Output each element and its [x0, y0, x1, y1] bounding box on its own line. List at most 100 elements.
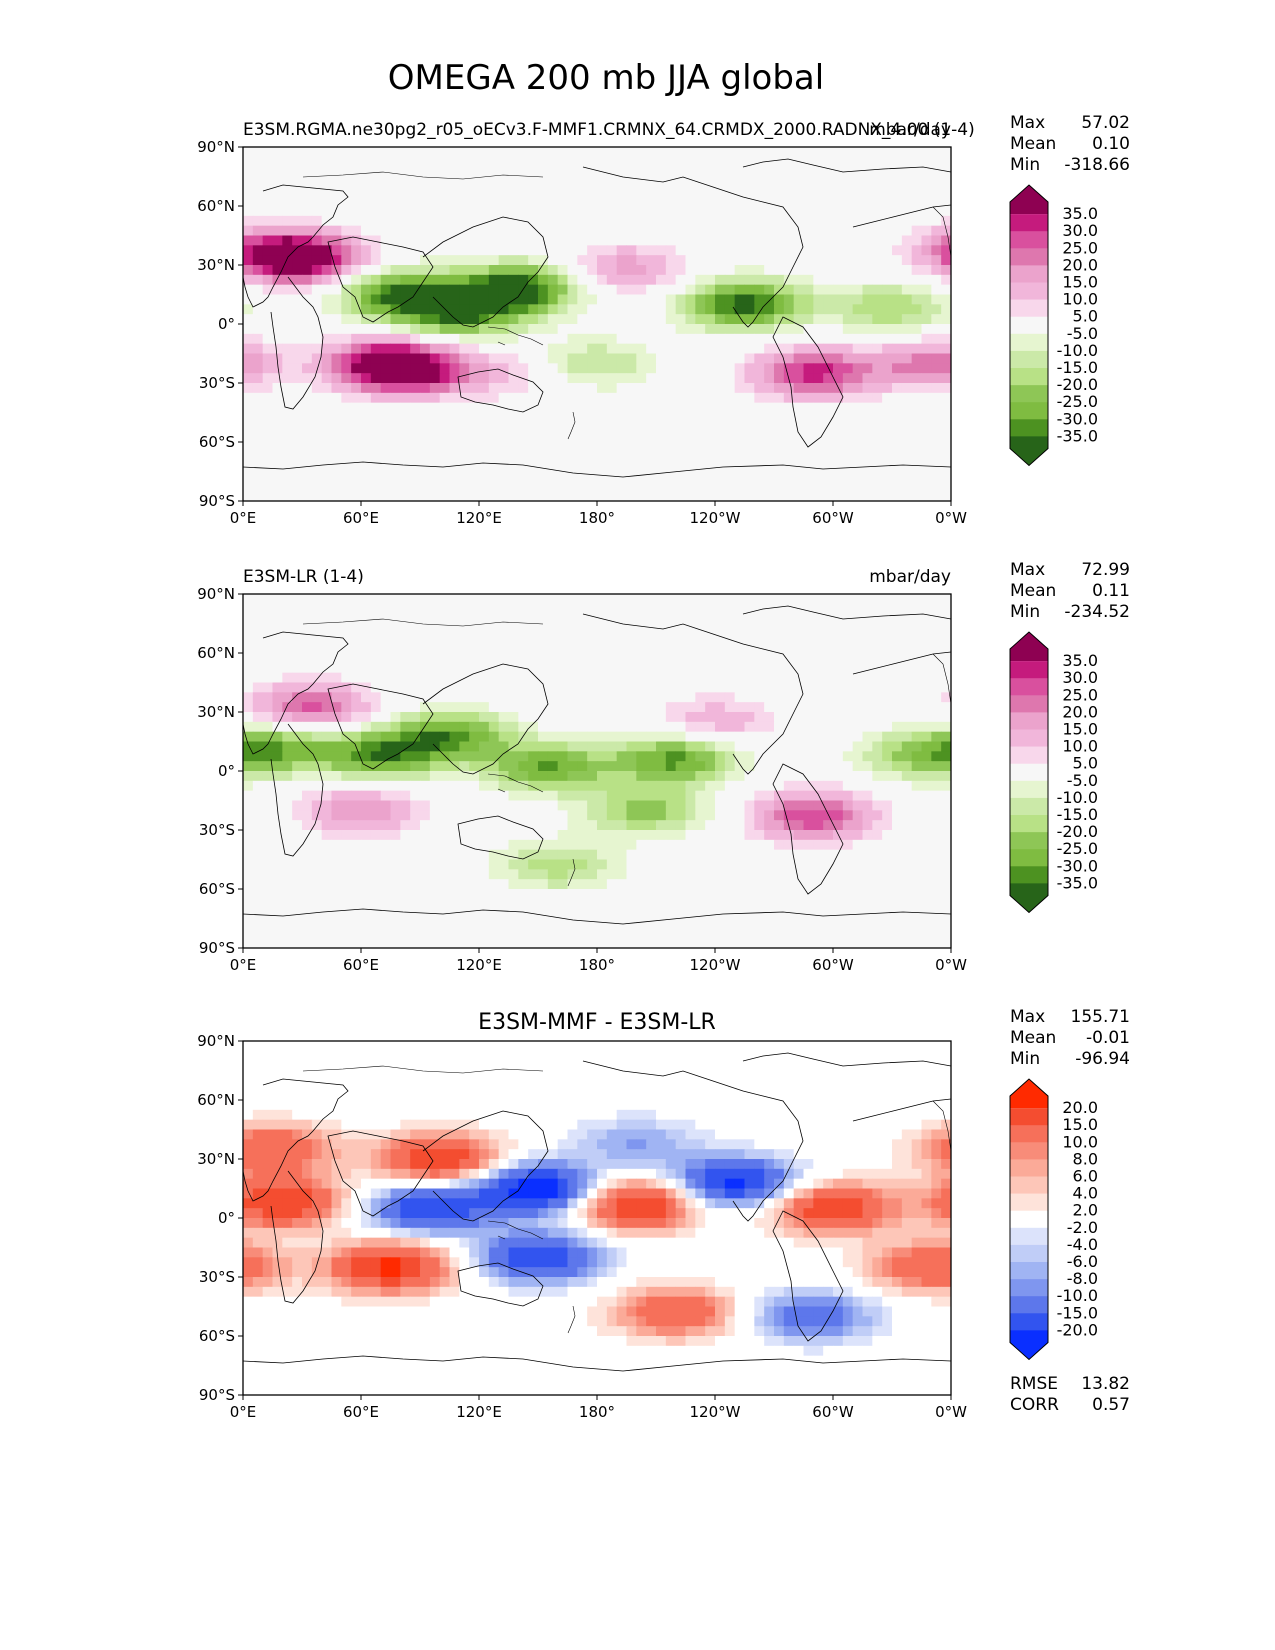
heat-cell [488, 859, 500, 870]
heat-cell [400, 353, 411, 364]
heat-cell [862, 225, 873, 236]
heat-cell [783, 451, 795, 463]
heat-cell [882, 245, 893, 256]
heat-cell [695, 284, 706, 295]
heat-cell [459, 255, 470, 266]
heat-cell [488, 353, 500, 364]
heat-cell [626, 274, 637, 286]
heat-cell [842, 672, 854, 683]
heat-cell [724, 869, 736, 880]
heat-cell [321, 442, 332, 453]
heat-cell [420, 898, 431, 910]
y-tick-label: 60°S [199, 433, 235, 451]
heat-cell [764, 215, 775, 227]
heat-cell [587, 741, 598, 752]
heat-cell [469, 422, 480, 433]
heat-cell [282, 820, 293, 831]
heat-cell [882, 451, 893, 463]
heat-cell [715, 682, 726, 693]
heat-cell [469, 314, 480, 325]
heat-cell [842, 603, 854, 615]
heat-cell [774, 225, 785, 236]
heat-cell [852, 206, 863, 217]
heat-cell [518, 343, 529, 354]
heat-cell [272, 682, 283, 693]
heat-cell [528, 451, 539, 463]
heat-cell [557, 186, 568, 197]
heat-cell [439, 147, 450, 158]
heat-cell [321, 712, 332, 723]
heat-cell [400, 274, 411, 286]
heat-cell [243, 196, 254, 207]
heat-cell [813, 751, 824, 762]
heat-cell [243, 751, 254, 762]
heat-cell [420, 692, 431, 703]
heat-cell [754, 702, 765, 713]
heat-cell [852, 176, 863, 187]
heat-cell [872, 353, 883, 364]
heat-cell [321, 383, 332, 394]
heat-cell [715, 274, 726, 286]
heat-cell [243, 235, 254, 246]
heat-cell [685, 702, 696, 713]
heat-cell [862, 731, 873, 742]
heat-cell [577, 623, 588, 634]
heat-cell [577, 761, 588, 772]
heat-cell [852, 294, 863, 305]
heat-cell [341, 839, 352, 851]
heat-cell [577, 653, 588, 664]
heat-cell [744, 790, 755, 801]
heat-cell [764, 594, 775, 605]
heat-cell [793, 432, 804, 443]
heat-cell [302, 176, 313, 187]
heat-cell [302, 392, 313, 404]
heat-cell [754, 751, 765, 762]
heat-cell [783, 255, 795, 266]
heat-cell [842, 491, 854, 502]
heat-cell [380, 643, 391, 654]
heat-cell [803, 869, 814, 880]
heat-cell [390, 156, 401, 168]
heat-cell [862, 721, 873, 733]
heat-cell [793, 702, 804, 713]
heat-cell [311, 721, 323, 733]
heat-cell [911, 333, 922, 345]
heat-cell [252, 731, 264, 742]
heat-cell [390, 265, 401, 276]
heat-cell [705, 215, 716, 227]
heat-cell [292, 383, 303, 394]
heat-cell [518, 166, 529, 177]
heat-cell [892, 491, 903, 502]
colorbar-tick-label: 30.0 [1062, 221, 1098, 240]
heat-cell [302, 343, 313, 354]
heat-cell [606, 225, 618, 236]
heat-cell [813, 186, 824, 197]
heat-cell [351, 304, 362, 315]
heat-cell [370, 471, 382, 482]
heat-cell [262, 343, 273, 354]
heat-cell [370, 751, 382, 762]
heat-cell [803, 859, 814, 870]
heat-cell [734, 491, 745, 502]
heat-cell [351, 771, 362, 782]
heat-cell [774, 810, 785, 821]
heat-cell [774, 333, 785, 345]
heat-cell [744, 820, 755, 831]
heat-cell [695, 633, 706, 644]
heat-cell [292, 422, 303, 433]
heat-cell [636, 235, 647, 246]
heat-cell [390, 225, 401, 236]
heat-cell [882, 304, 893, 315]
heat-cell [479, 265, 490, 276]
heat-cell [341, 810, 352, 821]
heat-cell [390, 353, 401, 364]
heat-cell [498, 383, 509, 394]
heat-cell [911, 274, 922, 286]
heat-cell [695, 451, 706, 463]
heat-cell [656, 461, 667, 472]
heat-cell [429, 751, 441, 762]
heat-cell [469, 166, 480, 177]
heat-cell [764, 603, 775, 615]
heat-cell [852, 225, 863, 236]
heat-cell [528, 383, 539, 394]
